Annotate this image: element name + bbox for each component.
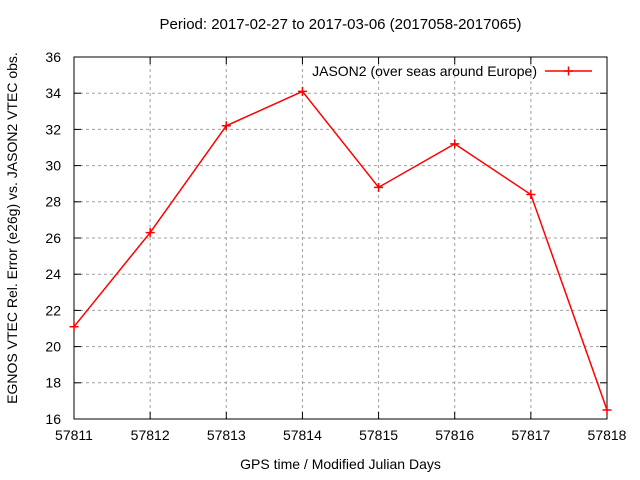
y-tick-label: 36 (45, 49, 61, 65)
x-tick-label: 57818 (588, 427, 627, 443)
y-tick-label: 28 (45, 194, 61, 210)
series-point-marker (602, 405, 612, 415)
y-tick-label: 24 (45, 266, 61, 282)
y-tick-label: 26 (45, 230, 61, 246)
x-tick-label: 57815 (359, 427, 398, 443)
x-tick-label: 57811 (55, 427, 93, 443)
y-tick-label: 34 (45, 85, 61, 101)
y-tick-label: 32 (45, 121, 61, 137)
series-point-marker (374, 182, 384, 192)
y-tick-label: 18 (45, 375, 61, 391)
series-line (73, 90, 608, 411)
series-point-marker (450, 139, 460, 149)
y-tick-label: 20 (45, 339, 61, 355)
series-point-marker (297, 86, 307, 96)
series-point-marker (145, 228, 155, 238)
legend-plus-marker (564, 66, 573, 76)
x-tick-label: 57816 (435, 427, 474, 443)
series-point-marker (69, 322, 79, 332)
legend-label: JASON2 (over seas around Europe) (312, 63, 537, 79)
x-tick-label: 57814 (283, 427, 322, 443)
x-tick-label: 57817 (511, 427, 550, 443)
y-tick-label: 22 (45, 302, 61, 318)
legend: JASON2 (over seas around Europe) (312, 63, 592, 79)
x-tick-label: 57812 (131, 427, 170, 443)
series-point-marker (221, 121, 231, 131)
series-point-marker (526, 190, 536, 200)
x-axis-label: GPS time / Modified Julian Days (240, 456, 441, 472)
axes: 57811 57812 57813 57814 57815 57816 57817 57818… (45, 49, 626, 443)
gridlines (74, 57, 607, 419)
y-tick-label: 16 (45, 411, 61, 427)
legend-point-marker (564, 66, 573, 76)
data-series (69, 86, 612, 415)
y-tick-label: 30 (45, 158, 61, 174)
x-tick-label: 57813 (207, 427, 246, 443)
chart-title: Period: 2017-02-27 to 2017-03-06 (201705… (159, 16, 522, 33)
